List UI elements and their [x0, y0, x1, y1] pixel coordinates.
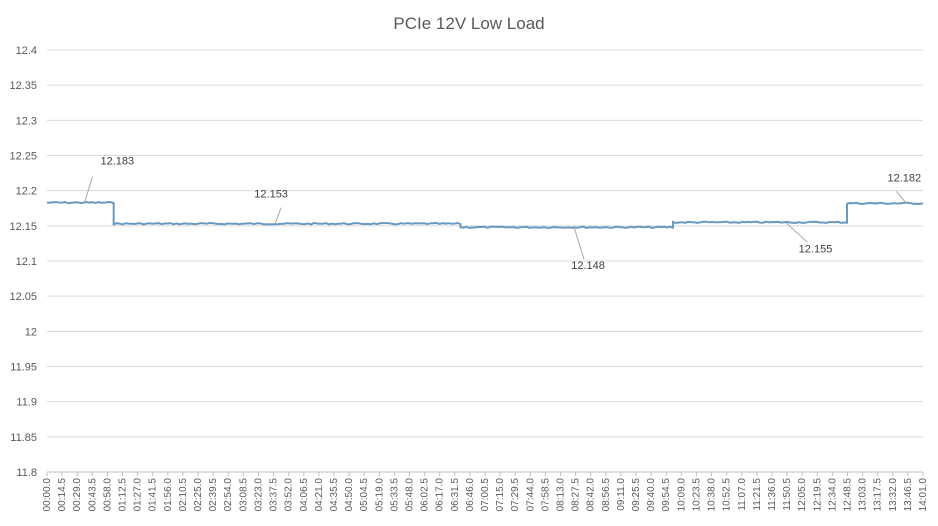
x-tick-label: 00:00.0: [42, 478, 53, 512]
x-tick-label: 10:52.5: [722, 478, 733, 512]
data-label: 12.148: [571, 260, 605, 272]
data-labels: 12.183 12.153 12.148 12.155 12.182: [84, 156, 922, 272]
x-tick-label: 01:56.0: [163, 478, 174, 512]
x-tick-label: 02:39.5: [208, 478, 219, 512]
x-tick-label: 05:19.0: [374, 478, 385, 512]
y-tick-label: 12.25: [9, 151, 37, 163]
y-tick-label: 12: [25, 326, 37, 338]
y-tick-label: 11.8: [16, 467, 37, 479]
y-tick-label: 12.3: [16, 115, 37, 127]
x-tick-label: 05:33.5: [389, 478, 400, 512]
x-tick-label: 05:04.5: [359, 478, 370, 512]
x-tick-label: 12:34.0: [827, 478, 838, 512]
x-tick-label: 04:06.5: [299, 478, 310, 512]
chart-title: PCIe 12V Low Load: [393, 14, 544, 33]
x-tick-label: 10:09.0: [676, 478, 687, 512]
x-tick-label: 06:46.0: [465, 478, 476, 512]
data-label-leader: [84, 176, 93, 203]
x-tick-label: 12:19.5: [812, 478, 823, 512]
x-tick-label: 07:58.5: [540, 478, 551, 512]
x-tick-label: 09:11.0: [616, 478, 627, 511]
x-tick-label: 03:08.5: [238, 478, 249, 512]
x-tick-label: 08:27.5: [571, 478, 582, 512]
x-tick-label: 13:03.0: [858, 478, 869, 512]
x-tick-label: 01:41.5: [148, 478, 159, 512]
x-tick-label: 00:29.0: [72, 478, 83, 512]
x-tick-label: 07:44.0: [525, 478, 536, 512]
x-axis-ticks: 00:00.0 00:14.5 00:29.0 00:43.5 00:58.0 01:12…: [42, 472, 929, 511]
data-label-leader: [573, 227, 585, 260]
series-layer: [46, 200, 924, 229]
data-label-leader: [895, 191, 907, 204]
x-tick-label: 04:50.0: [344, 478, 355, 512]
x-tick-label: 13:46.5: [903, 478, 914, 512]
x-tick-label: 11:21.5: [752, 478, 763, 511]
x-tick-label: 01:12.5: [118, 478, 129, 512]
y-tick-label: 12.1: [16, 256, 37, 268]
x-tick-label: 11:50.5: [782, 478, 793, 511]
x-tick-label: 08:13.0: [556, 478, 567, 512]
y-axis-ticks: 12.4 12.35 12.3 12.25 12.2 12.15 12.1 12.05 12 11…: [9, 45, 37, 479]
x-tick-label: 13:17.5: [873, 478, 884, 512]
x-tick-label: 03:52.0: [284, 478, 295, 512]
y-tick-label: 11.85: [10, 432, 37, 444]
y-tick-label: 12.35: [9, 80, 37, 92]
x-tick-label: 02:10.5: [178, 478, 189, 512]
x-tick-label: 07:29.5: [510, 478, 521, 512]
x-tick-label: 04:35.5: [329, 478, 340, 512]
x-tick-label: 14:01.0: [918, 478, 929, 512]
y-tick-label: 12.2: [16, 186, 37, 198]
x-tick-label: 09:54.5: [661, 478, 672, 512]
x-tick-label: 12:48.5: [842, 478, 853, 512]
x-tick-label: 07:00.5: [480, 478, 491, 512]
y-tick-label: 12.15: [9, 221, 37, 233]
x-tick-label: 10:23.5: [691, 478, 702, 512]
data-label: 12.182: [888, 172, 922, 184]
x-tick-label: 09:25.5: [631, 478, 642, 512]
x-tick-label: 08:42.0: [586, 478, 597, 512]
x-tick-label: 01:27.0: [133, 478, 144, 512]
x-tick-label: 03:37.5: [269, 478, 280, 512]
x-tick-label: 10:38.0: [707, 478, 718, 512]
x-tick-label: 02:25.0: [193, 478, 204, 512]
y-tick-label: 11.9: [16, 397, 37, 409]
series-line: [46, 200, 924, 229]
x-tick-label: 11:36.0: [767, 478, 778, 511]
x-tick-label: 08:56.5: [601, 478, 612, 512]
x-tick-label: 09:40.0: [646, 478, 657, 512]
x-tick-label: 00:58.0: [102, 478, 113, 512]
x-tick-label: 00:43.5: [87, 478, 98, 512]
x-tick-label: 07:15.0: [495, 478, 506, 512]
x-tick-label: 05:48.0: [404, 478, 415, 512]
x-tick-label: 13:32.0: [888, 478, 899, 512]
x-tick-label: 03:23.0: [253, 478, 264, 512]
y-tick-label: 12.4: [16, 45, 37, 57]
x-tick-label: 12:05.0: [797, 478, 808, 512]
y-tick-label: 11.95: [10, 362, 37, 374]
x-tick-label: 06:17.0: [435, 478, 446, 512]
data-label: 12.153: [254, 189, 288, 201]
y-tick-label: 12.05: [9, 291, 37, 303]
data-label: 12.183: [100, 156, 134, 168]
x-tick-label: 06:02.5: [420, 478, 431, 512]
x-tick-label: 04:21.0: [314, 478, 325, 512]
gridlines: [47, 49, 923, 473]
data-label-leader: [785, 221, 808, 243]
x-tick-label: 06:31.5: [450, 478, 461, 512]
x-tick-label: 00:14.5: [57, 478, 68, 512]
data-label: 12.155: [799, 243, 833, 255]
x-tick-label: 11:07.0: [737, 478, 748, 511]
x-tick-label: 02:54.0: [223, 478, 234, 512]
data-label-leader: [274, 207, 282, 224]
